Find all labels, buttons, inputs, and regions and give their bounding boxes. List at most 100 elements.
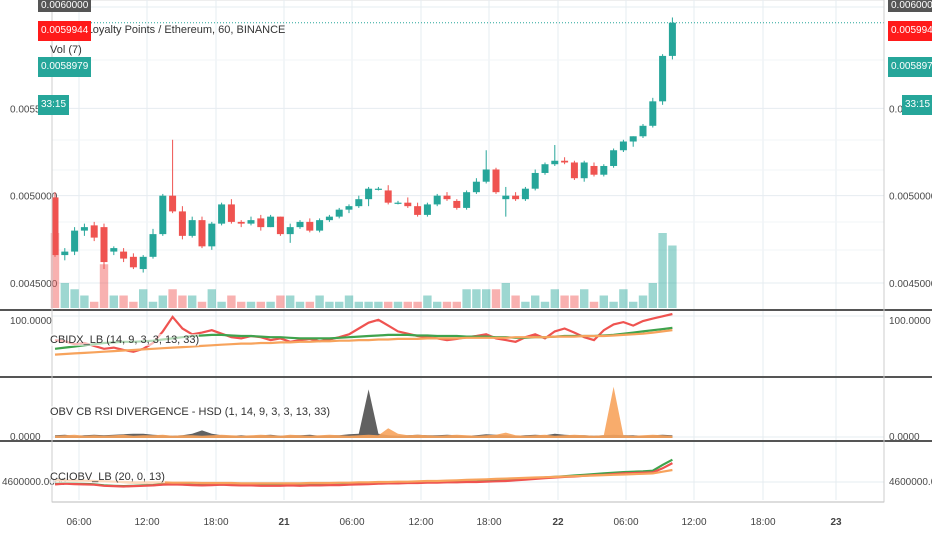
candle-body — [169, 195, 177, 212]
y-tick-label-left: 4600000.0000 — [2, 477, 66, 488]
volume-bar — [668, 245, 677, 308]
candle-body — [335, 209, 343, 217]
volume-bar — [531, 295, 540, 308]
candle-body — [374, 188, 382, 190]
volume-bar — [511, 295, 520, 308]
volume-bar — [276, 295, 285, 308]
candle-body — [629, 136, 637, 142]
candle-body — [325, 216, 333, 221]
volume-bar — [168, 289, 177, 308]
pane-separator — [0, 440, 932, 442]
x-tick-label: 18:00 — [750, 517, 775, 528]
candle-body — [306, 221, 314, 231]
candle-body — [286, 227, 294, 235]
candle-body — [502, 195, 510, 200]
prev-price-tag-left: 0.0058979 — [38, 57, 92, 77]
candle-body — [551, 160, 559, 165]
candle-body — [404, 202, 412, 207]
volume-bar — [423, 295, 432, 308]
pane-separator — [0, 376, 932, 378]
volume-bar — [540, 301, 550, 308]
candle-body — [61, 251, 69, 256]
x-tick-label: 06:00 — [613, 517, 638, 528]
volume-bar — [207, 289, 216, 308]
volume-bar — [50, 233, 60, 308]
x-tick-label: 12:00 — [681, 517, 706, 528]
price-tag-top-left: 0.0060000 — [38, 0, 92, 12]
volume-bar — [472, 289, 481, 308]
volume-bar — [60, 283, 69, 308]
volume-bar — [70, 289, 79, 308]
indicator3-label: CCIOBV_LB (20, 0, 13) — [50, 471, 165, 483]
x-tick-label: 12:00 — [134, 517, 159, 528]
candle-body — [355, 199, 363, 207]
candle-body — [198, 220, 206, 247]
candle-body — [178, 211, 186, 236]
volume-bar — [501, 283, 510, 308]
candle-body — [247, 220, 255, 224]
volume-bar — [482, 289, 491, 308]
volume-bar — [393, 301, 403, 308]
volume-bar — [344, 295, 354, 308]
candle-body — [149, 234, 157, 257]
volume-bar — [462, 289, 471, 308]
symbol-title: Moeda Loyalty Points / Ethereum, 60, BIN… — [50, 24, 286, 36]
candle-body — [139, 256, 147, 270]
volume-bar — [433, 301, 442, 308]
volume-bar — [374, 301, 383, 308]
candle-body — [433, 195, 441, 205]
volume-bar — [139, 289, 148, 308]
volume-bar — [266, 301, 275, 308]
y-tick-label-right: 0.0000 — [889, 432, 920, 443]
candle-body — [159, 195, 167, 235]
x-tick-label: 22 — [552, 517, 564, 528]
candle-body — [110, 248, 118, 252]
x-tick-label: 18:00 — [476, 517, 501, 528]
y-tick-label-left: 0.0045000 — [10, 279, 58, 290]
volume-bar — [90, 301, 99, 308]
candle-body — [188, 220, 196, 236]
y-tick-label-left: 0.0055000 — [10, 104, 58, 115]
y-tick-label-right: 100.0000 — [889, 316, 931, 327]
candle-body — [463, 192, 471, 208]
candle-body — [237, 221, 245, 224]
candle-body — [541, 164, 549, 173]
countdown-tag-left: 33:15 — [38, 95, 70, 115]
volume-bar — [315, 295, 324, 308]
y-tick-label-right: 0.0050000 — [889, 192, 932, 203]
y-tick-label-left: 0.0000 — [10, 432, 41, 443]
volume-bar — [364, 301, 373, 308]
volume-bar — [570, 295, 579, 308]
candle-body — [90, 225, 98, 238]
pane-separator — [0, 309, 932, 311]
volume-bar — [619, 289, 628, 308]
volume-bar — [413, 301, 422, 308]
volume-bar — [452, 301, 461, 308]
cbidx-line — [54, 329, 673, 356]
volume-bar — [286, 295, 295, 308]
volume-bar — [384, 301, 393, 308]
candle-body — [492, 169, 500, 193]
price-tag-top-right: 0.0060000 — [888, 0, 932, 12]
volume-bar — [599, 295, 608, 308]
volume-bar — [609, 301, 618, 308]
volume-bar — [550, 289, 559, 308]
indicator1-label: CBIDX_LB (14, 9, 3, 3, 13, 33) — [50, 334, 200, 346]
volume-bar — [580, 289, 589, 308]
volume-bar — [403, 301, 412, 308]
volume-bar — [521, 301, 530, 308]
y-tick-label-right: 4600000.0000 — [889, 477, 932, 488]
candle-body — [414, 206, 422, 215]
volume-bar — [629, 301, 638, 308]
x-tick-label: 18:00 — [203, 517, 228, 528]
volume-bar — [237, 301, 246, 308]
x-tick-label: 23 — [830, 517, 842, 528]
candle-body — [453, 200, 461, 208]
volume-label: Vol (7) — [50, 44, 82, 56]
x-tick-label: 21 — [278, 517, 290, 528]
candle-body — [384, 190, 392, 203]
candle-body — [267, 216, 275, 228]
